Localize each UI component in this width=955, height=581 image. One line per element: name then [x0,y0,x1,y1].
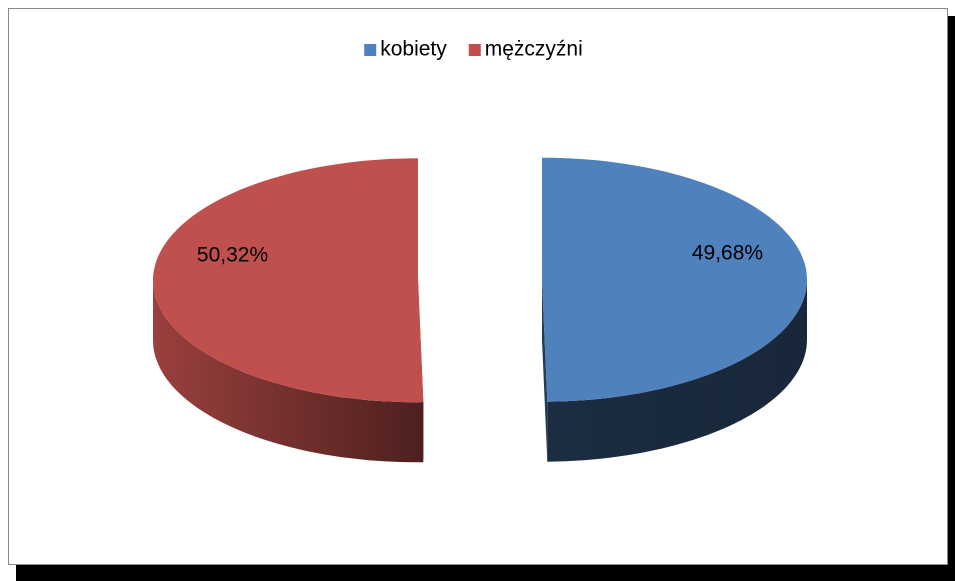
legend-label: kobiety [380,38,447,61]
legend: kobiety mężczyźni [364,38,583,61]
data-label: 49,68% [692,241,763,264]
legend-swatch [468,44,481,56]
pie: 49,68% 50,32% [153,157,807,463]
shadow-bottom [16,565,955,581]
slice [541,157,807,402]
slice-side [547,279,807,462]
shadow-right [948,16,955,581]
data-label: 50,32% [197,244,268,267]
legend-swatch [364,44,377,56]
slice-wall [541,279,548,462]
legend-label: mężczyźni [485,38,583,61]
slice [153,158,424,403]
slice-side [153,280,424,463]
